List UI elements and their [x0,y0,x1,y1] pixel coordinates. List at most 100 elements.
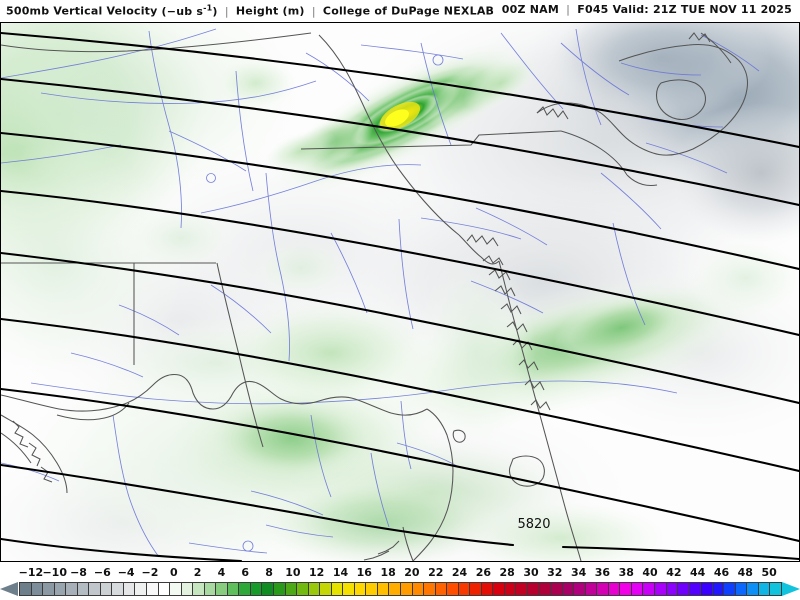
colorbar-swatch [746,582,759,596]
header-separator-3: | [566,3,571,16]
colorbar-tick-label: 6 [241,566,250,579]
colorbar-tick-label: 12 [309,566,325,579]
colorbar-swatch [134,582,147,596]
colorbar-swatch [423,582,436,596]
colorbar-tick-label: 46 [713,566,730,579]
colorbar-swatch [111,582,124,596]
colorbar-swatch [192,582,205,596]
colorbar-swatch [157,582,171,596]
colorbar-swatch [215,582,228,596]
colorbar-swatch [226,582,240,596]
colorbar-swatch [376,582,390,596]
header-separator-2: | [311,4,316,18]
colorbar-tick-label: −10 [42,566,67,579]
colorbar-over-arrow [782,582,800,596]
colorbar-swatch [723,582,736,596]
map-inner: 5820 [1,23,799,561]
colorbar-swatch [19,582,32,596]
colorbar-tick-label: 48 [737,566,753,579]
colorbar-swatch [538,582,552,596]
colorbar-swatch [561,582,575,596]
height-contours [1,31,799,561]
colorbar-tick-label: 8 [265,566,273,579]
header-left-text: 500mb Vertical Velocity (−ub s-1) | Heig… [6,3,494,18]
colorbar-swatch [757,582,771,596]
colorbar-swatch [353,582,367,596]
header-separator-1: | [224,4,229,18]
colorbar-tick-label: 16 [356,566,372,579]
header-right-text: 00Z NAM | F045 Valid: 21Z TUE NOV 11 202… [502,3,792,16]
colorbar-swatch [492,582,505,596]
header-product: 500mb Vertical Velocity [6,4,158,18]
colorbar-swatch [180,582,194,596]
colorbar-swatch [249,582,263,596]
colorbar-tick-label: 50 [761,566,777,579]
colorbar-swatch [677,582,690,596]
colorbar-tick-label: −8 [70,566,87,579]
colorbar-swatch [769,582,782,596]
header-source: College of DuPage NEXLAB [322,4,495,18]
colorbar-swatch [42,582,55,596]
colorbar: −12 −10 −8 −6 −4 −2 0 2 4 6 8 10 12 14 16 18 20 22 24 26 28 3… [0,566,800,600]
colorbar-tick-label: 38 [618,566,634,579]
colorbar-tick-label: 18 [380,566,396,579]
colorbar-tick-label: 10 [285,566,301,579]
colorbar-tick-label: 44 [690,566,706,579]
colorbar-swatch [665,582,679,596]
colorbar-swatch [273,582,286,596]
colorbar-tick-label: 22 [428,566,444,579]
colorbar-swatch [330,582,344,596]
colorbar-tick-label: 24 [451,566,468,579]
contour-label-5820: 5820 [517,517,550,532]
colorbar-tick-label: 30 [523,566,539,579]
colorbar-tick-label: 40 [642,566,658,579]
map-canvas[interactable]: 5820 [0,22,800,562]
colorbar-swatch [76,582,90,596]
colorbar-tick-label: −12 [18,566,44,579]
colorbar-swatch [630,582,644,596]
colorbar-tick-label: 28 [499,566,515,579]
colorbar-swatch [146,582,159,596]
header-forecast-hour: F045 [577,3,609,16]
colorbar-swatch [584,582,598,596]
colorbar-tick-label: 32 [547,566,563,579]
colorbar-swatch [307,582,321,596]
colorbar-under-arrow [0,582,18,596]
colorbar-tick-label: −6 [93,566,111,579]
header-valid-time: Valid: 21Z TUE NOV 11 2025 [612,3,792,16]
colorbar-tick-label: −4 [117,566,135,579]
colorbar-strip[interactable] [0,582,800,597]
colorbar-swatch [65,582,78,596]
colorbar-tick-label: 14 [332,566,349,579]
colorbar-swatch [365,582,378,596]
colorbar-swatch [550,582,563,596]
colorbar-swatch [30,582,44,596]
colorbar-swatch [469,582,482,596]
colorbar-swatch [734,582,748,596]
colorbar-swatch [319,582,332,596]
colorbar-swatch [607,582,621,596]
colorbar-swatch [654,582,667,596]
colorbar-swatch [619,582,632,596]
header-model-run: 00Z NAM [501,3,559,16]
colorbar-tick-label: 2 [193,566,202,579]
colorbar-swatch [503,582,517,596]
colorbar-tick-labels: −12 −10 −8 −6 −4 −2 0 2 4 6 8 10 12 14 16 18 20 22 24 26 28 3… [0,566,800,581]
colorbar-swatch [88,582,101,596]
colorbar-swatch [596,582,609,596]
colorbar-swatch [99,582,113,596]
colorbar-tick-label: 36 [594,566,611,579]
colorbar-swatch [400,582,413,596]
colorbar-swatch [342,582,355,596]
colorbar-swatch [169,582,182,596]
header-bar: 500mb Vertical Velocity (−ub s-1) | Heig… [0,0,800,22]
colorbar-tick-label: 0 [169,566,178,579]
colorbar-swatch [700,582,713,596]
colorbar-swatch [446,582,459,596]
colorbar-tick-label: 26 [475,566,491,579]
colorbar-swatch [411,582,425,596]
colorbar-swatch [688,582,702,596]
colorbar-swatch [480,582,494,596]
colorbar-swatch [573,582,586,596]
